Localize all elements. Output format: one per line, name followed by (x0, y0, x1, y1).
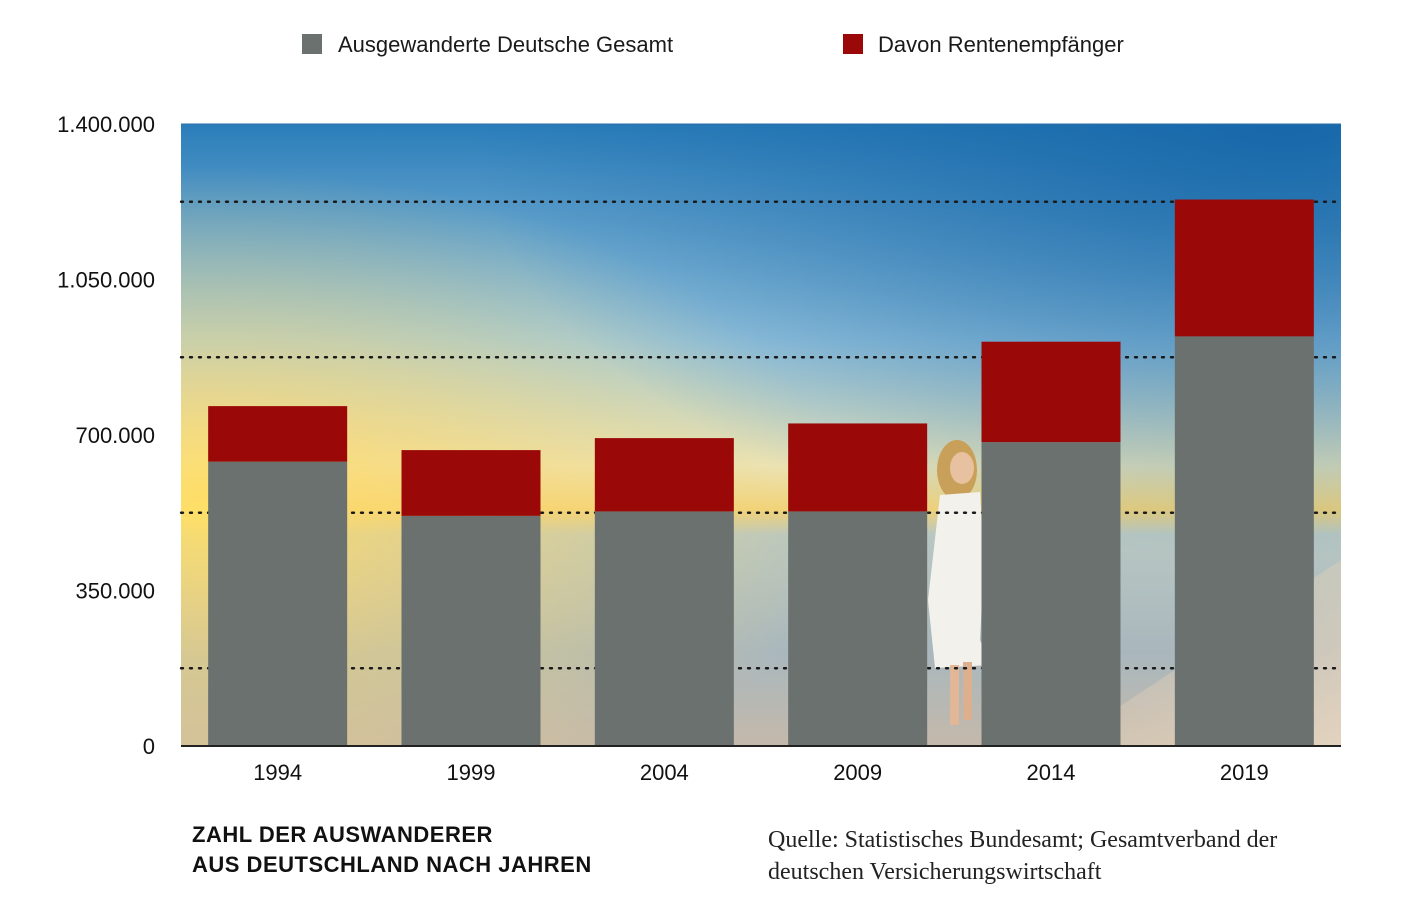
legend-label: Davon Rentenempfänger (878, 32, 1124, 57)
source-note: Quelle: Statistisches Bundesamt; Gesamtv… (768, 824, 1328, 888)
y-tick-label: 1.400.000 (57, 112, 155, 137)
y-tick-label: 1.050.000 (57, 268, 155, 293)
x-tick-label: 2004 (640, 760, 689, 785)
x-tick-label: 2014 (1027, 760, 1076, 785)
caption-line-2: AUS DEUTSCHLAND NACH JAHREN (192, 852, 592, 877)
x-tick-label: 1999 (447, 760, 496, 785)
bar-pension (401, 450, 541, 516)
legend-swatch (843, 34, 863, 54)
bar-pension (208, 406, 348, 462)
x-tick-label: 2009 (833, 760, 882, 785)
bar-pension (1174, 199, 1314, 337)
y-tick-label: 350.000 (75, 579, 155, 604)
plot-background-photo (181, 124, 1341, 746)
woman-figure (928, 440, 990, 725)
source-line-2: deutschen Versicherungswirtschaft (768, 859, 1102, 885)
legend-label: Ausgewanderte Deutsche Gesamt (338, 32, 673, 57)
photo-sky-deep (181, 124, 1341, 746)
woman-leg-2 (963, 662, 972, 720)
woman-dress (928, 492, 990, 668)
woman-leg (950, 665, 959, 725)
source-line-1: Quelle: Statistisches Bundesamt; Gesamtv… (768, 827, 1278, 853)
woman-face (950, 452, 974, 484)
legend: Ausgewanderte Deutsche Gesamt Davon Rente… (302, 32, 1124, 57)
bar-total (208, 461, 348, 746)
y-tick-label: 700.000 (75, 423, 155, 448)
bar-pension (788, 423, 928, 512)
caption-line-1: ZAHL DER AUSWANDERER (192, 822, 493, 847)
chart-caption: ZAHL DER AUSWANDERER AUS DEUTSCHLAND NAC… (192, 820, 712, 880)
bars (208, 199, 1314, 746)
bar-pension (594, 438, 734, 512)
bar-total (594, 511, 734, 746)
bar-total (981, 442, 1121, 746)
x-axis: 1994 1999 2004 2009 2014 2019 (181, 745, 1341, 785)
y-tick-label: 0 (143, 734, 155, 759)
bar-total (788, 511, 928, 746)
bar-pension (981, 341, 1121, 443)
y-axis: 0 350.000 700.000 1.050.000 1.400.000 (57, 112, 1341, 759)
bar-total (401, 515, 541, 746)
legend-swatch (302, 34, 322, 54)
x-tick-label: 2019 (1220, 760, 1269, 785)
x-tick-label: 1994 (253, 760, 302, 785)
bar-total (1174, 336, 1314, 746)
